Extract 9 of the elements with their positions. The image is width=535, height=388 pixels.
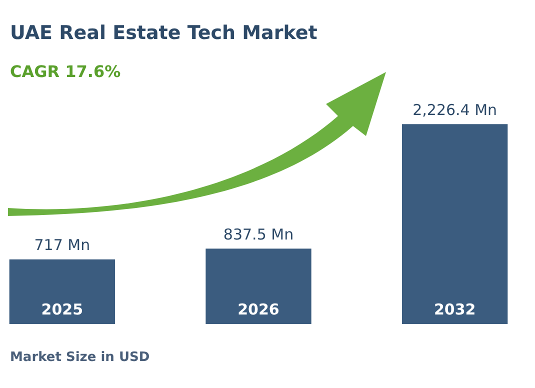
x-tick-label: 2026 xyxy=(238,300,280,318)
x-tick-label: 2032 xyxy=(434,300,476,318)
data-label: 2,226.4 Mn xyxy=(412,100,498,119)
x-tick-label: 2025 xyxy=(41,300,84,318)
text: Market Size in USD xyxy=(10,350,150,365)
chart-title: UAE Real Estate Tech Market xyxy=(10,22,318,44)
data-label: 837.5 Mn xyxy=(223,225,294,244)
chart-subtitle: CAGR 17.6% xyxy=(10,62,121,81)
data-label: 717 Mn xyxy=(34,236,90,254)
